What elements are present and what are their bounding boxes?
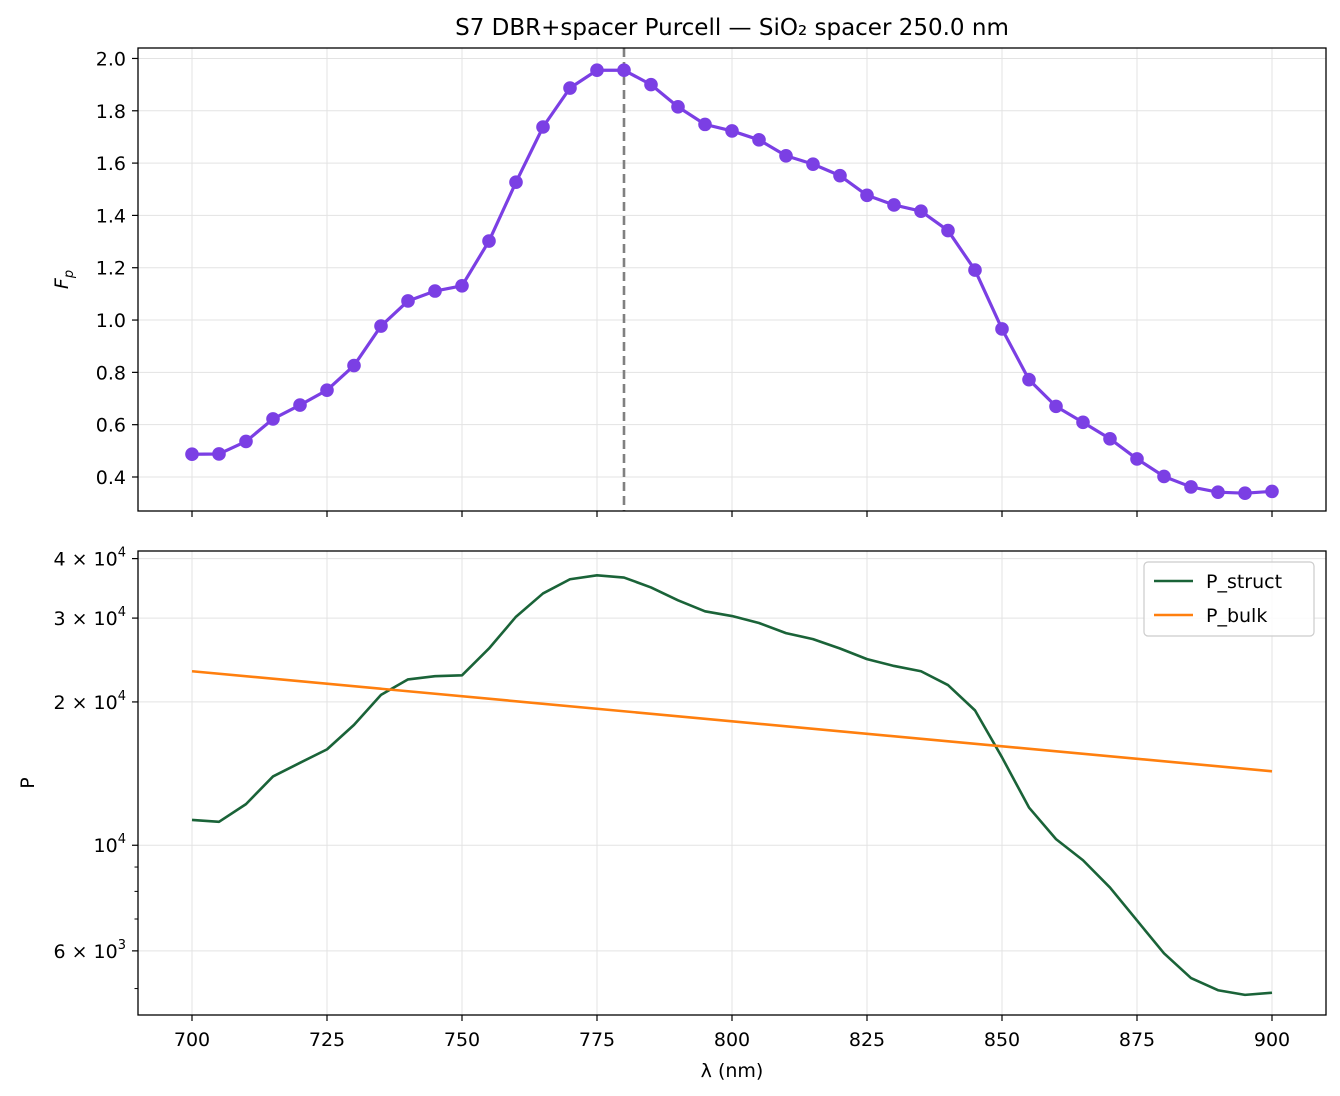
purcell-factor-point — [482, 234, 496, 248]
bottom-x-tick-label: 725 — [309, 1029, 345, 1051]
bottom-x-tick-label: 775 — [579, 1029, 615, 1051]
purcell-factor-point — [374, 319, 388, 333]
purcell-factor-point — [185, 447, 199, 462]
top-y-tick-label: 2.0 — [96, 48, 126, 70]
purcell-factor-point — [563, 81, 577, 95]
purcell-factor-point — [833, 168, 847, 183]
purcell-factor-point — [725, 124, 739, 138]
bottom-gridlines — [138, 551, 1326, 1015]
purcell-factor-point — [509, 175, 523, 189]
legend-label: P_bulk — [1206, 605, 1267, 627]
purcell-factor-point — [806, 157, 820, 171]
bottom-y-tick-label: 3 × 104 — [53, 605, 126, 630]
purcell-factor-point — [1076, 415, 1090, 430]
bottom-x-tick-label: 850 — [984, 1029, 1020, 1051]
purcell-factor-point — [779, 148, 793, 163]
top-y-tick-label: 0.8 — [96, 362, 126, 384]
purcell-factor-panel: 0.4 0.6 0.8 1.0 1.2 1.4 1.6 1.8 2.0 S7 DBR+space… — [51, 15, 1327, 517]
x-axis-label: λ (nm) — [701, 1060, 764, 1082]
purcell-factor-point — [860, 188, 874, 203]
purcell-factor-point — [293, 398, 307, 412]
top-gridlines — [138, 48, 1326, 511]
purcell-factor-point — [347, 358, 361, 373]
purcell-factor-point — [266, 412, 280, 426]
bottom-x-tick-label: 750 — [444, 1029, 480, 1051]
purcell-factor-point — [698, 117, 712, 132]
purcell-factor-point — [617, 63, 631, 78]
purcell-factor-point — [1157, 469, 1171, 484]
bottom-x-tick-label: 800 — [714, 1029, 750, 1051]
purcell-factor-point — [212, 447, 226, 461]
bottom-y-tick-label: 6 × 103 — [53, 938, 126, 963]
bottom-y-tick-label: 4 × 104 — [53, 546, 126, 571]
legend: P_struct P_bulk — [1143, 561, 1315, 637]
bottom-x-tick-label: 825 — [849, 1029, 885, 1051]
purcell-factor-point — [995, 322, 1009, 336]
purcell-factor-series — [185, 63, 1279, 501]
purcell-factor-point — [455, 278, 469, 293]
purcell-factor-point — [644, 77, 658, 92]
purcell-factor-point — [968, 263, 982, 277]
bottom-y-tick-label: 2 × 104 — [53, 689, 126, 714]
purcell-factor-point — [428, 284, 442, 298]
top-y-tick-label: 1.0 — [96, 310, 126, 332]
legend-label: P_struct — [1206, 571, 1282, 593]
purcell-factor-point — [536, 120, 550, 134]
bottom-y-ticks: 6 × 103 104 2 × 104 3 × 104 4 × 104 — [53, 546, 138, 990]
purcell-factor-point — [887, 198, 901, 212]
purcell-factor-point — [1238, 486, 1252, 501]
top-x-ticks — [191, 511, 1273, 517]
top-y-axis-label: Fp — [51, 270, 77, 289]
power-series — [191, 573, 1273, 997]
bottom-x-tick-label: 700 — [174, 1029, 210, 1051]
power-panel: 700 725 750 775 800 825 850 875 900 6 × 103 104 2 … — [17, 546, 1327, 1082]
purcell-factor-point — [1130, 452, 1144, 466]
top-y-tick-label: 0.6 — [96, 415, 126, 437]
purcell-factor-point — [590, 63, 604, 78]
p-bulk-line — [191, 669, 1273, 773]
purcell-factor-point — [1184, 480, 1198, 494]
top-y-tick-label: 1.6 — [96, 153, 126, 175]
purcell-factor-point — [320, 383, 334, 397]
purcell-factor-point — [1049, 399, 1063, 414]
top-y-tick-label: 1.2 — [96, 258, 126, 280]
bottom-y-tick-label: 104 — [94, 832, 126, 857]
top-y-ticks: 0.4 0.6 0.8 1.0 1.2 1.4 1.6 1.8 2.0 — [96, 48, 138, 489]
bottom-x-tick-label: 875 — [1119, 1029, 1155, 1051]
purcell-factor-point — [1103, 432, 1117, 446]
purcell-factor-point — [941, 223, 955, 238]
purcell-factor-point — [1265, 484, 1279, 499]
top-y-tick-label: 0.4 — [96, 467, 126, 489]
bottom-x-tick-label: 900 — [1254, 1029, 1290, 1051]
purcell-factor-point — [239, 434, 253, 449]
top-y-tick-label: 1.4 — [96, 205, 126, 227]
chart-title: S7 DBR+spacer Purcell — SiO₂ spacer 250.… — [455, 15, 1009, 41]
purcell-factor-point — [671, 100, 685, 114]
purcell-factor-point — [401, 294, 415, 308]
purcell-factor-point — [752, 133, 766, 147]
purcell-factor-point — [1211, 485, 1225, 499]
bottom-y-axis-label: P — [17, 777, 39, 788]
bottom-x-ticks: 700 725 750 775 800 825 850 875 900 — [174, 1015, 1290, 1051]
top-y-tick-label: 1.8 — [96, 101, 126, 123]
purcell-factor-point — [1022, 372, 1036, 387]
purcell-factor-point — [914, 204, 928, 219]
p-struct-line — [191, 573, 1273, 997]
